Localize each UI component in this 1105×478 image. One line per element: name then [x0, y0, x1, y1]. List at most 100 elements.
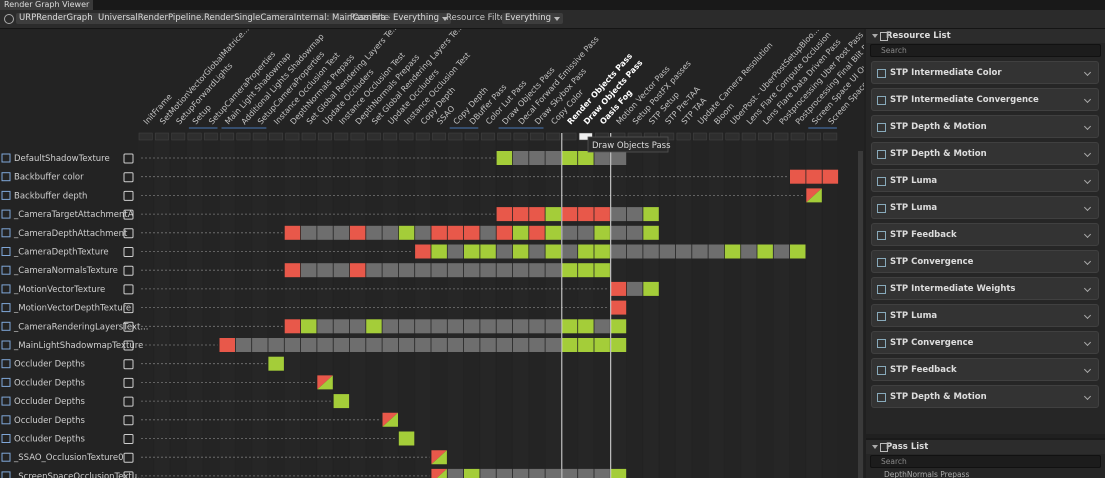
cell: [398, 338, 415, 352]
expand-chevron[interactable]: [1083, 95, 1092, 104]
pass-column-cap: [481, 132, 495, 141]
resource-search[interactable]: Search: [870, 44, 1101, 57]
cell: [301, 225, 317, 240]
resource-name: _CameraTargetAttachmentA: [13, 210, 134, 220]
pass-search[interactable]: Search: [870, 455, 1101, 468]
pass-column-cap: [823, 132, 838, 141]
cell: [496, 319, 513, 334]
expand-chevron[interactable]: [1083, 230, 1092, 239]
resource-item[interactable]: STP Luma: [871, 304, 1099, 327]
expand-chevron[interactable]: [1083, 311, 1092, 320]
pass-column: [366, 133, 382, 478]
window-tab[interactable]: Render Graph Viewer: [0, 0, 94, 10]
resource-icon: [1, 396, 11, 406]
resource-name: Occluder Depths: [14, 435, 85, 445]
expand-chevron[interactable]: [1083, 365, 1092, 374]
resource-item[interactable]: STP Feedback: [871, 358, 1099, 381]
resource-action: [123, 471, 134, 478]
pass-column-cap: [432, 132, 446, 141]
resource-icon: [1, 359, 11, 369]
expand-chevron[interactable]: [1083, 149, 1092, 158]
cell: [610, 319, 627, 334]
pass-column: [675, 133, 692, 478]
cell: [578, 151, 594, 165]
resource-item[interactable]: STP Luma: [871, 196, 1099, 219]
cell: [480, 263, 496, 278]
resource-item[interactable]: STP Depth & Motion: [871, 142, 1099, 165]
resource-list-header[interactable]: Resource List: [866, 29, 1105, 43]
pass-item[interactable]: DepthNormals Prepass: [884, 470, 970, 478]
resource-item[interactable]: STP Convergence: [871, 331, 1099, 354]
pass-column: [529, 133, 545, 478]
resource-icon: [1, 452, 11, 462]
cell: [349, 338, 366, 352]
resource-action: [123, 265, 134, 276]
cell: [529, 338, 545, 352]
expand-chevron[interactable]: [1083, 203, 1092, 212]
cell: [610, 151, 627, 165]
pass-column: [512, 133, 529, 478]
resource-filter-dropdown[interactable]: Everything: [502, 13, 564, 24]
expand-chevron[interactable]: [1083, 284, 1092, 293]
pass-list-header[interactable]: Pass List: [866, 440, 1105, 454]
resource-action: [123, 247, 134, 257]
cell: [610, 207, 627, 222]
pass-column-cap: [676, 132, 691, 141]
graph-dropdown[interactable]: URPRenderGraph: [16, 13, 105, 24]
resource-item[interactable]: STP Depth & Motion: [871, 115, 1099, 138]
refresh-icon[interactable]: [4, 14, 14, 24]
pass-column: [724, 133, 741, 478]
cell: [561, 225, 578, 240]
cell: [480, 319, 496, 334]
resource-item[interactable]: STP Intermediate Weights: [871, 277, 1099, 300]
resource-item[interactable]: STP Intermediate Color: [871, 61, 1099, 84]
resource-name: Occluder Depths: [14, 416, 85, 426]
cell: [578, 244, 594, 259]
resource-item[interactable]: STP Luma: [871, 169, 1099, 192]
resource-icon: [1, 190, 11, 200]
cell: [382, 338, 398, 352]
pass-column: [464, 133, 480, 478]
cell: [317, 225, 333, 240]
cell: [496, 225, 513, 240]
resource-item[interactable]: STP Feedback: [871, 223, 1099, 246]
scrollbar[interactable]: [858, 151, 863, 478]
pass-column-cap: [578, 132, 593, 141]
title-bar: [0, 0, 1105, 10]
cell: [431, 338, 447, 352]
cell: [235, 338, 252, 352]
cell: [594, 207, 610, 222]
pass-column-cap: [285, 132, 300, 141]
cell: [545, 244, 561, 259]
cell: [366, 263, 382, 278]
pass-column-cap: [350, 132, 365, 141]
resource-item[interactable]: STP Intermediate Convergence: [871, 88, 1099, 111]
resource-item[interactable]: STP Depth & Motion: [871, 385, 1099, 408]
cell: [578, 338, 594, 352]
cell: [627, 225, 643, 240]
cell: [529, 263, 545, 278]
tooltip-bg: [587, 136, 669, 153]
pass-column-cap: [709, 132, 724, 141]
cell: [480, 468, 496, 478]
cell: [806, 169, 822, 184]
expand-chevron[interactable]: [1083, 68, 1092, 77]
pass-column: [561, 133, 578, 478]
cell: [284, 319, 301, 334]
expand-chevron[interactable]: [1083, 338, 1092, 347]
cell: [790, 169, 806, 184]
cell: [627, 207, 643, 222]
resource-item[interactable]: STP Convergence: [871, 250, 1099, 273]
pass-column-cap: [415, 132, 430, 141]
expand-chevron[interactable]: [1083, 257, 1092, 266]
pass-column-cap: [497, 132, 512, 141]
cell: [790, 244, 806, 259]
cell: [447, 244, 464, 259]
expand-chevron[interactable]: [1083, 122, 1092, 131]
expand-chevron[interactable]: [1083, 392, 1092, 401]
resource-action: [123, 434, 134, 444]
expand-chevron[interactable]: [1083, 176, 1092, 185]
resource-name: _CameraNormalsTexture: [13, 266, 118, 276]
resource-action: [123, 452, 134, 463]
pass-filter-dropdown[interactable]: Everything: [390, 13, 452, 24]
